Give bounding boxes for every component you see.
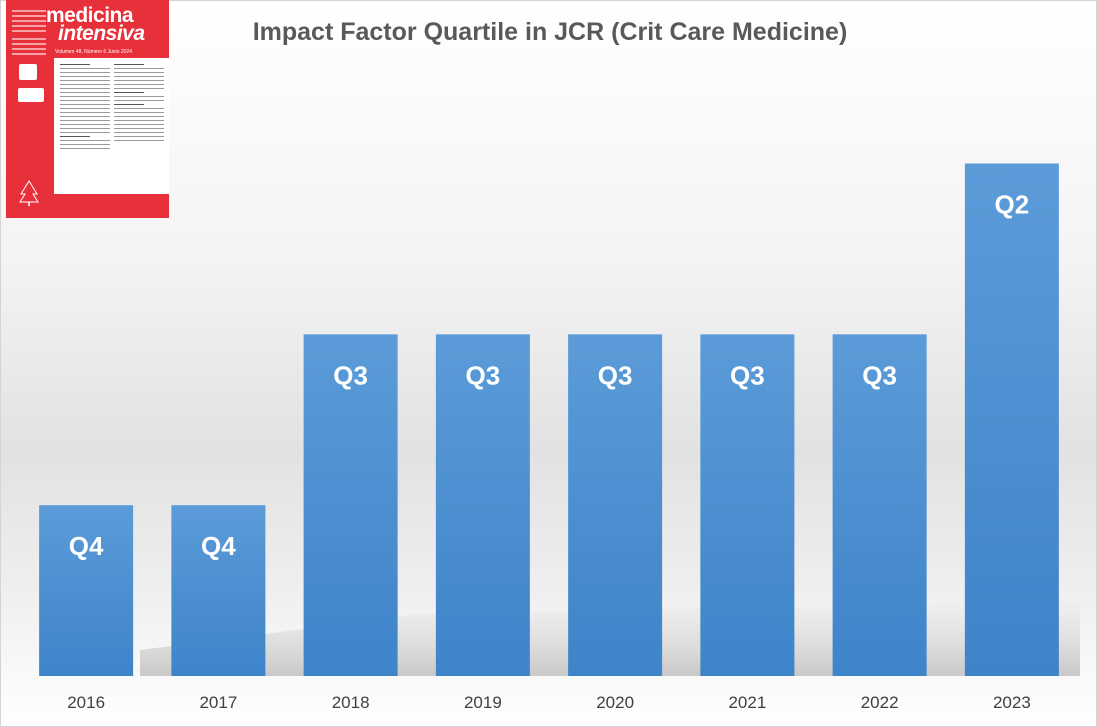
cover-volume: Volumen 48, Número 6 Junio 2024	[55, 49, 132, 55]
x-tick-label-2017: 2017	[199, 693, 237, 712]
bar-label-2020: Q3	[598, 360, 633, 390]
bar-label-2017: Q4	[201, 531, 236, 561]
cover-contents-panel	[54, 58, 169, 194]
bar-label-2022: Q3	[862, 360, 897, 390]
chart-title: Impact Factor Quartile in JCR (Crit Care…	[252, 18, 848, 46]
bar-label-2023: Q2	[995, 190, 1030, 220]
x-tick-label-2018: 2018	[332, 693, 370, 712]
bar-2018	[303, 334, 398, 676]
bar-2019	[435, 334, 530, 676]
x-tick-label-2019: 2019	[464, 693, 502, 712]
cover-badge-icon	[19, 64, 37, 80]
bar-2020	[568, 334, 663, 676]
x-tick-label-2021: 2021	[728, 693, 766, 712]
bar-2021	[700, 334, 795, 676]
cover-title-line1: medicina	[46, 4, 134, 27]
cover-side-text	[12, 10, 46, 58]
bar-label-2021: Q3	[730, 360, 765, 390]
bar-2017	[171, 505, 266, 676]
journal-cover-image: medicina intensiva Volumen 48, Número 6 …	[6, 0, 169, 218]
x-tick-label-2023: 2023	[993, 693, 1031, 712]
bar-2016	[39, 505, 134, 676]
cover-title-line2: intensiva	[58, 22, 145, 45]
bar-2022	[832, 334, 927, 676]
cover-contents-col-right	[114, 64, 164, 144]
elsevier-logo-icon	[16, 178, 42, 208]
x-tick-label-2022: 2022	[861, 693, 899, 712]
cover-society-logo	[18, 88, 44, 102]
x-tick-label-2020: 2020	[596, 693, 634, 712]
bar-2023	[964, 163, 1059, 676]
x-tick-label-2016: 2016	[67, 693, 105, 712]
bar-label-2016: Q4	[69, 531, 104, 561]
bar-label-2019: Q3	[466, 360, 501, 390]
bar-label-2018: Q3	[333, 360, 368, 390]
cover-contents-col-left	[60, 64, 110, 152]
